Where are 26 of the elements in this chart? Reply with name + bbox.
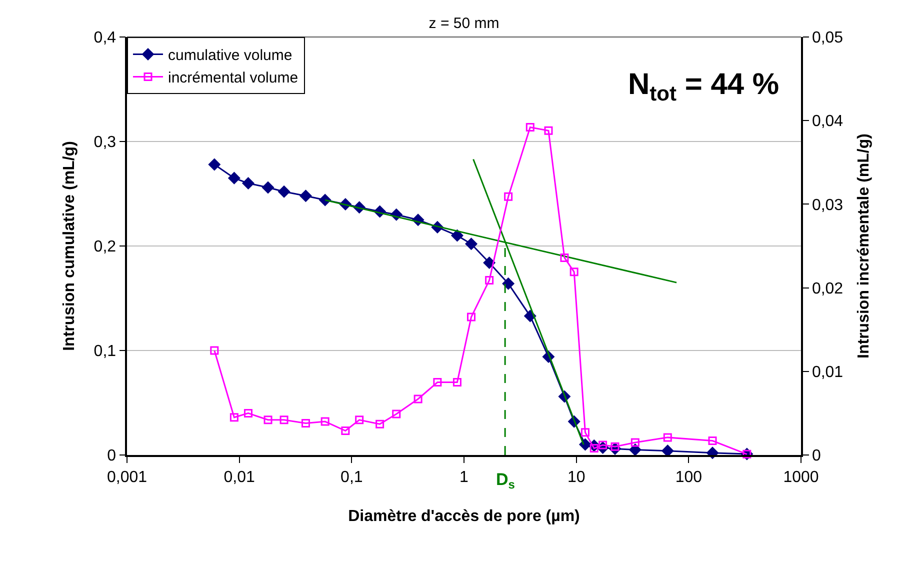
y2-tick-label: 0,05 <box>812 30 844 47</box>
x-tick-label: 100 <box>675 468 702 486</box>
x-tick-label: 1000 <box>783 468 819 486</box>
y-tick-label: 0 <box>107 448 116 465</box>
y2-tick-label: 0,01 <box>812 364 844 381</box>
y2-tick-label: 0,03 <box>812 196 844 214</box>
y2-tick-label: 0,02 <box>812 280 844 298</box>
y-tick-label: 0,3 <box>94 134 116 152</box>
y-tick-label: 0,1 <box>94 343 116 360</box>
y2-tick-label: 0 <box>812 448 821 465</box>
y-tick-label: 0,4 <box>94 30 116 47</box>
x-tick-label: 0,01 <box>224 468 255 486</box>
y2-tick-label: 0,04 <box>812 113 844 130</box>
y2-axis-title: Intrusion incrémentale (mL/g) <box>855 134 872 358</box>
y-axis-title: Intrusion cumulative (mL/g) <box>61 141 78 351</box>
x-tick-label: 1 <box>460 468 469 486</box>
x-axis-title: Diamètre d'accès de pore (µm) <box>348 508 580 526</box>
x-tick-label: 0,1 <box>340 468 363 486</box>
chart-title: z = 50 mm <box>428 15 500 32</box>
x-tick-label: 10 <box>567 468 586 486</box>
x-tick-label: 0,001 <box>106 468 148 486</box>
annotation: N$_{tot}$ = 44 % <box>628 68 780 106</box>
text: D$_{s}$ <box>496 470 516 492</box>
legend-label: incrémental volume <box>168 70 298 87</box>
legend-label: cumulative volume <box>168 47 292 64</box>
y-tick-label: 0,2 <box>94 238 116 256</box>
